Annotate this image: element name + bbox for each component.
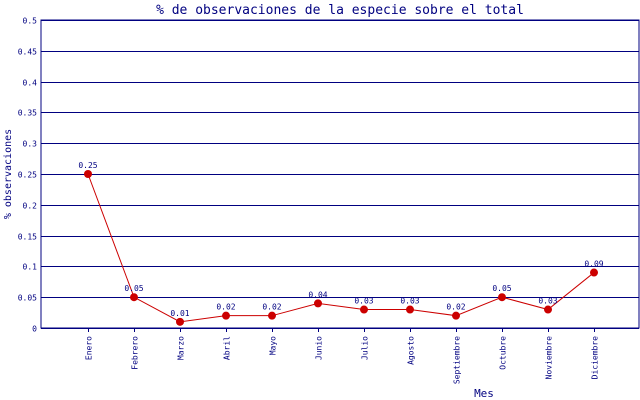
chart-title: % de observaciones de la especie sobre e… [156,3,524,18]
data-label: 0.02 [262,303,281,312]
data-point [452,311,460,320]
data-label: 0.05 [124,284,143,293]
y-tick-label: 0.4 [23,79,38,88]
data-point [544,305,552,314]
data-point [222,311,230,320]
y-tick-label: 0.35 [18,109,37,118]
data-point [176,317,184,326]
data-point [268,311,276,320]
data-label: 0.05 [492,284,511,293]
x-tick-label: Diciembre [591,336,600,380]
y-tick-label: 0.05 [18,294,37,303]
data-point [590,268,598,277]
data-label: 0.09 [584,260,603,269]
x-tick-label: Febrero [131,336,140,370]
data-point [314,299,322,308]
y-tick-label: 0.2 [23,202,38,211]
data-point [84,170,92,178]
x-tick-label: Enero [85,336,94,360]
data-point [498,293,506,302]
data-label: 0.04 [308,290,327,299]
y-tick-label: 0.1 [23,263,38,272]
y-tick-label: 0.45 [18,48,37,57]
data-point [406,305,414,314]
x-tick-label: Noviembre [545,336,554,380]
y-axis-label: % observaciones [3,129,14,219]
data-label: 0.25 [78,161,97,170]
data-label: 0.02 [446,303,465,312]
data-label: 0.03 [354,297,373,306]
x-tick-label: Abril [223,336,232,360]
x-tick-label: Septiembre [453,336,462,384]
data-point [130,293,138,302]
y-tick-label: 0.25 [18,171,37,180]
x-axis-label: Mes [474,387,494,400]
x-tick-label: Junio [315,336,324,360]
data-point [360,305,368,314]
y-tick-label: 0.3 [23,140,38,149]
data-label: 0.03 [538,297,557,306]
series-line [87,173,595,323]
y-tick-label: 0 [32,325,37,334]
y-tick-label: 0.15 [18,233,37,242]
x-tick-label: Julio [361,336,370,360]
y-tick-label: 0.5 [23,17,38,26]
x-tick-label: Marzo [177,336,186,360]
x-tick-label: Octubre [499,336,508,370]
data-label: 0.01 [170,309,189,318]
x-tick-label: Agosto [407,336,416,365]
x-tick-label: Mayo [269,336,278,355]
data-label: 0.02 [216,303,235,312]
data-label: 0.03 [400,297,419,306]
